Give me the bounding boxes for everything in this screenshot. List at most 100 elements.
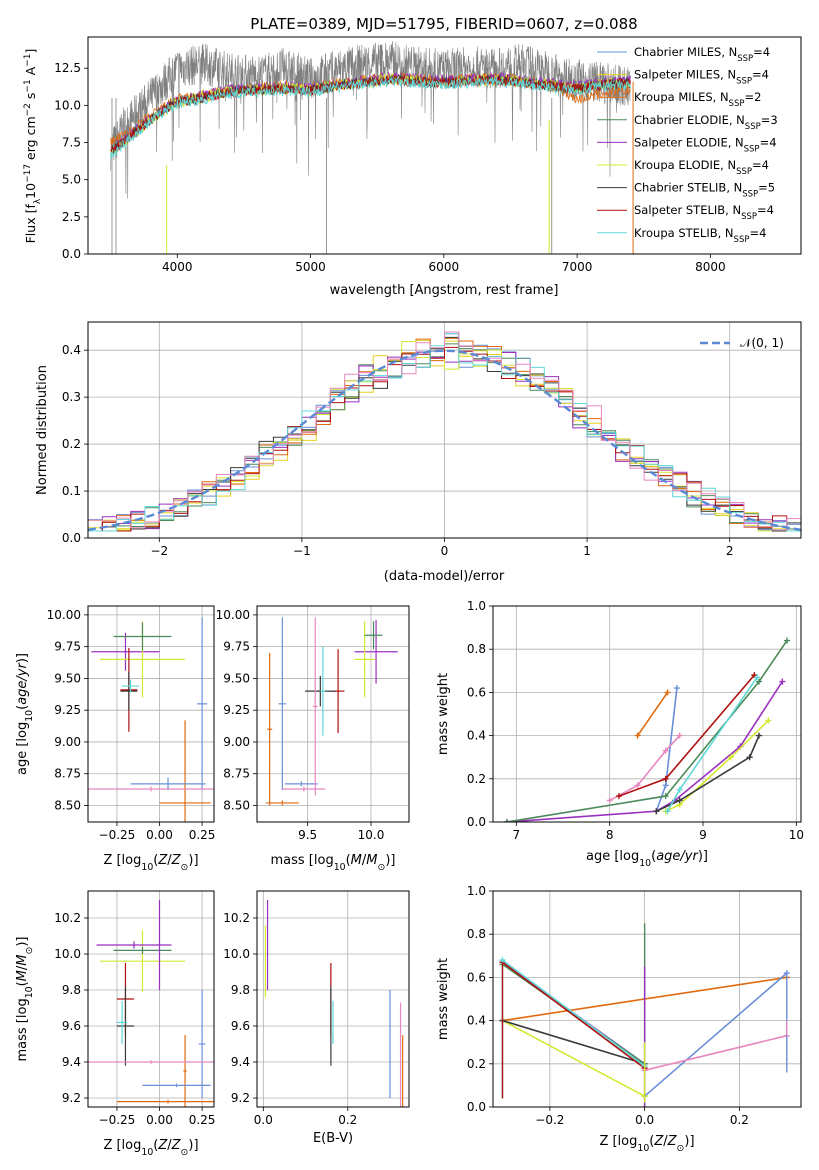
- y-tick-label: 12.5: [54, 61, 81, 75]
- label-part: )]: [698, 849, 708, 864]
- y-tick-label: 0.0: [62, 247, 81, 261]
- mass-weight-line: [502, 1019, 645, 1097]
- y-tick-label: 0.6: [467, 970, 486, 984]
- axes-frame: [87, 36, 802, 255]
- label-part: 10: [334, 862, 346, 873]
- y-tick-label: 9.50: [223, 671, 250, 685]
- y-tick-label: 0.6: [467, 685, 486, 699]
- plot-area: [264, 900, 404, 1107]
- mass-weight-line: [502, 959, 646, 1067]
- mass-weight-line: [655, 735, 760, 812]
- plot-area: [88, 617, 214, 822]
- legend-label: Chabrier STELIB, NSSP=5: [634, 181, 775, 200]
- mass-weight-marker: [606, 797, 613, 804]
- mass-weight-line: [502, 963, 646, 1065]
- label-part: ⊙: [677, 1143, 685, 1154]
- label-part: ⊙: [181, 1147, 189, 1158]
- mass-weight-marker: [504, 819, 510, 822]
- y-tick-label: 0.4: [467, 1014, 486, 1028]
- label-part: ]: [23, 49, 38, 54]
- x-tick-label: 1: [583, 544, 591, 558]
- y-tick-label: 9.00: [223, 735, 250, 749]
- y-tick-label: 0.2: [467, 772, 486, 786]
- y-axis-label: mass weight: [436, 673, 451, 755]
- mass-weight-marker: [784, 637, 790, 644]
- mass-weight-line: [506, 640, 788, 822]
- y-tick-label: 9.8: [231, 983, 250, 997]
- axes-frame: [492, 890, 802, 1108]
- x-axis-label: age [log10(age/yr)]: [586, 849, 708, 869]
- label-part: /: [15, 965, 30, 970]
- label-part: Z: [157, 853, 168, 868]
- label-part: 10: [141, 1147, 153, 1158]
- legend-label-text: Salpeter STELIB, N: [634, 203, 741, 217]
- y-tick-label: 10.0: [54, 98, 81, 112]
- label-part: )]: [188, 853, 198, 868]
- label-part: Z: [653, 1134, 664, 1149]
- legend-label-text: Kroupa ELODIE, N: [634, 158, 736, 172]
- label-part: s: [23, 93, 38, 104]
- label-part: M: [351, 853, 362, 868]
- legend-label-sub: SSP: [741, 212, 757, 222]
- mass-weight-line: [502, 1019, 645, 1065]
- legend-label-suffix: =5: [758, 181, 775, 195]
- label-part: Z: [171, 853, 182, 868]
- label-part: age [log: [15, 722, 30, 775]
- plot-area: [88, 900, 214, 1107]
- x-tick-label: −2: [150, 544, 168, 558]
- mass-weight-marker: [653, 808, 660, 815]
- x-tick-label: 8: [606, 828, 614, 842]
- label-part: (: [15, 981, 30, 986]
- y-tick-label: 7.5: [62, 136, 81, 150]
- residual-histogram: [88, 331, 801, 531]
- y-tick-label: 9.75: [223, 640, 250, 654]
- x-tick-label: 2: [726, 544, 734, 558]
- mass-weight-line: [644, 972, 788, 1097]
- mass-weight-marker: [662, 782, 669, 789]
- legend-label-suffix: =4: [760, 135, 777, 149]
- label-part: Flux [f: [23, 204, 38, 244]
- axes-frame: [256, 890, 410, 1108]
- axes-frame: [256, 605, 410, 823]
- plot-area: [504, 637, 790, 822]
- label-part: /: [167, 1138, 172, 1153]
- legend-label: Salpeter MILES, NSSP=4: [634, 68, 769, 87]
- label-part: /: [167, 853, 172, 868]
- label-part: /: [663, 1134, 668, 1149]
- label-part: (: [153, 853, 158, 868]
- legend-label-suffix: =4: [749, 226, 766, 240]
- x-tick-label: 8000: [695, 260, 726, 274]
- y-tick-label: 0.8: [467, 642, 486, 656]
- label-part: )]: [385, 853, 395, 868]
- mass-weight-vs-metallicity-panel: −0.2 0.0 0.20.00.20.40.60.81.0Z [log10(Z/Z…: [436, 884, 802, 1154]
- legend-label-text: Kroupa MILES, N: [634, 90, 729, 104]
- plot-area: [265, 617, 398, 806]
- y-tick-label: 10.00: [47, 608, 81, 622]
- legend-label-sub: SSP: [742, 190, 758, 200]
- y-tick-label: 10.00: [216, 608, 250, 622]
- y-tick-label: 9.2: [62, 1091, 81, 1105]
- y-tick-label: 10.0: [54, 947, 81, 961]
- x-tick-label: −0.25: [99, 1113, 136, 1127]
- y-tick-label: 9.75: [54, 640, 81, 654]
- axes-frame: [87, 321, 802, 539]
- y-tick-label: 9.50: [54, 671, 81, 685]
- label-part: erg cm: [23, 116, 38, 164]
- label-part: −1: [23, 54, 33, 67]
- y-tick-label: 9.8: [62, 983, 81, 997]
- legend-label-sub: SSP: [745, 122, 761, 132]
- y-tick-label: 0.0: [467, 815, 486, 829]
- y-tick-label: 8.75: [223, 767, 250, 781]
- legend-label-suffix: =4: [753, 45, 770, 59]
- legend-label-text: Chabrier MILES, N: [634, 45, 737, 59]
- legend-label-sub: SSP: [729, 99, 745, 109]
- plot-area: [499, 923, 790, 1107]
- label-part: (: [649, 1134, 654, 1149]
- x-tick-label: −1: [293, 544, 311, 558]
- label-part: Z: [157, 1138, 168, 1153]
- label-part: (: [15, 705, 30, 710]
- y-tick-label: 9.6: [62, 1019, 81, 1033]
- mass-weight-marker: [765, 717, 772, 724]
